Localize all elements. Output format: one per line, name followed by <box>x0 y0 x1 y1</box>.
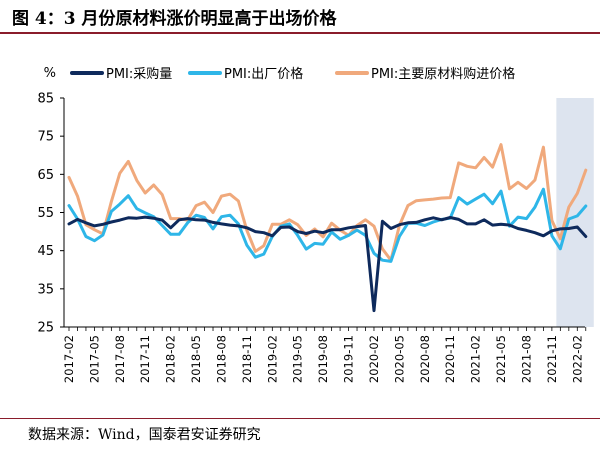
series-line <box>67 215 588 313</box>
x-tick-label: 2017-05 <box>87 335 101 383</box>
x-tick-label: 2019-02 <box>265 335 279 383</box>
x-tick-label: 2020-02 <box>367 335 381 383</box>
x-tick-label: 2021-02 <box>469 335 483 383</box>
y-tick-label: 25 <box>37 321 54 336</box>
x-tick-label: 2017-11 <box>138 335 152 383</box>
x-tick-label: 2021-05 <box>494 335 508 383</box>
series-lines <box>67 143 588 313</box>
legend-label: PMI:采购量 <box>106 66 172 82</box>
x-tick-label: 2019-05 <box>291 335 305 383</box>
y-tick-label: 45 <box>37 244 54 259</box>
figure-title: 图 4：3 月份原材料涨价明显高于出场价格 <box>12 9 337 29</box>
x-tick-label: 2018-02 <box>164 335 178 383</box>
legend: PMI:采购量 PMI:出厂价格 PMI:主要原材料购进价格 <box>70 66 515 82</box>
series-line <box>67 143 588 262</box>
title-divider <box>0 32 600 34</box>
y-tick-label: 35 <box>37 282 54 297</box>
x-tick-label: 2020-11 <box>443 335 457 383</box>
y-tick-label: 85 <box>37 92 54 107</box>
line-chart: % 25 35 45 55 65 75 85 2017-02 2017-05 2017-08 2017… <box>37 66 594 383</box>
x-tick-label: 2020-05 <box>392 335 406 383</box>
highlight-layer <box>556 98 594 327</box>
x-tick-label: 2017-02 <box>62 335 76 383</box>
x-tick-label: 2022-02 <box>570 335 584 383</box>
x-tick-label: 2019-08 <box>316 335 330 383</box>
y-tick-label: 75 <box>37 130 54 145</box>
x-tick-label: 2021-08 <box>519 335 533 383</box>
source-divider <box>0 418 600 419</box>
x-tick-label: 2017-08 <box>113 335 127 383</box>
x-tick-label: 2018-05 <box>189 335 203 383</box>
legend-label: PMI:出厂价格 <box>224 66 303 82</box>
highlight-band <box>556 98 594 327</box>
x-tick-label: 2019-11 <box>342 335 356 383</box>
x-tick-label: 2018-08 <box>214 335 228 383</box>
source-note: 数据来源：Wind，国泰君安证券研究 <box>28 427 261 443</box>
legend-label: PMI:主要原材料购进价格 <box>371 66 515 82</box>
y-unit-label: % <box>44 66 56 81</box>
axes: % 25 35 45 55 65 75 85 2017-02 2017-05 2017-08 2017… <box>37 66 587 383</box>
x-tick-label: 2020-08 <box>418 335 432 383</box>
x-tick-label: 2021-11 <box>545 335 559 383</box>
y-tick-label: 55 <box>37 206 54 221</box>
x-tick-label: 2018-11 <box>240 335 254 383</box>
y-tick-label: 65 <box>37 168 54 183</box>
